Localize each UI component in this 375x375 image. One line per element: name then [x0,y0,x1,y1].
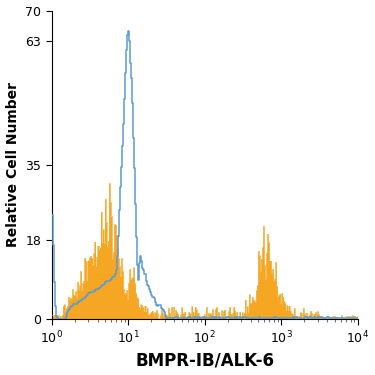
X-axis label: BMPR-IB/ALK-6: BMPR-IB/ALK-6 [135,351,274,369]
Y-axis label: Relative Cell Number: Relative Cell Number [6,82,20,247]
